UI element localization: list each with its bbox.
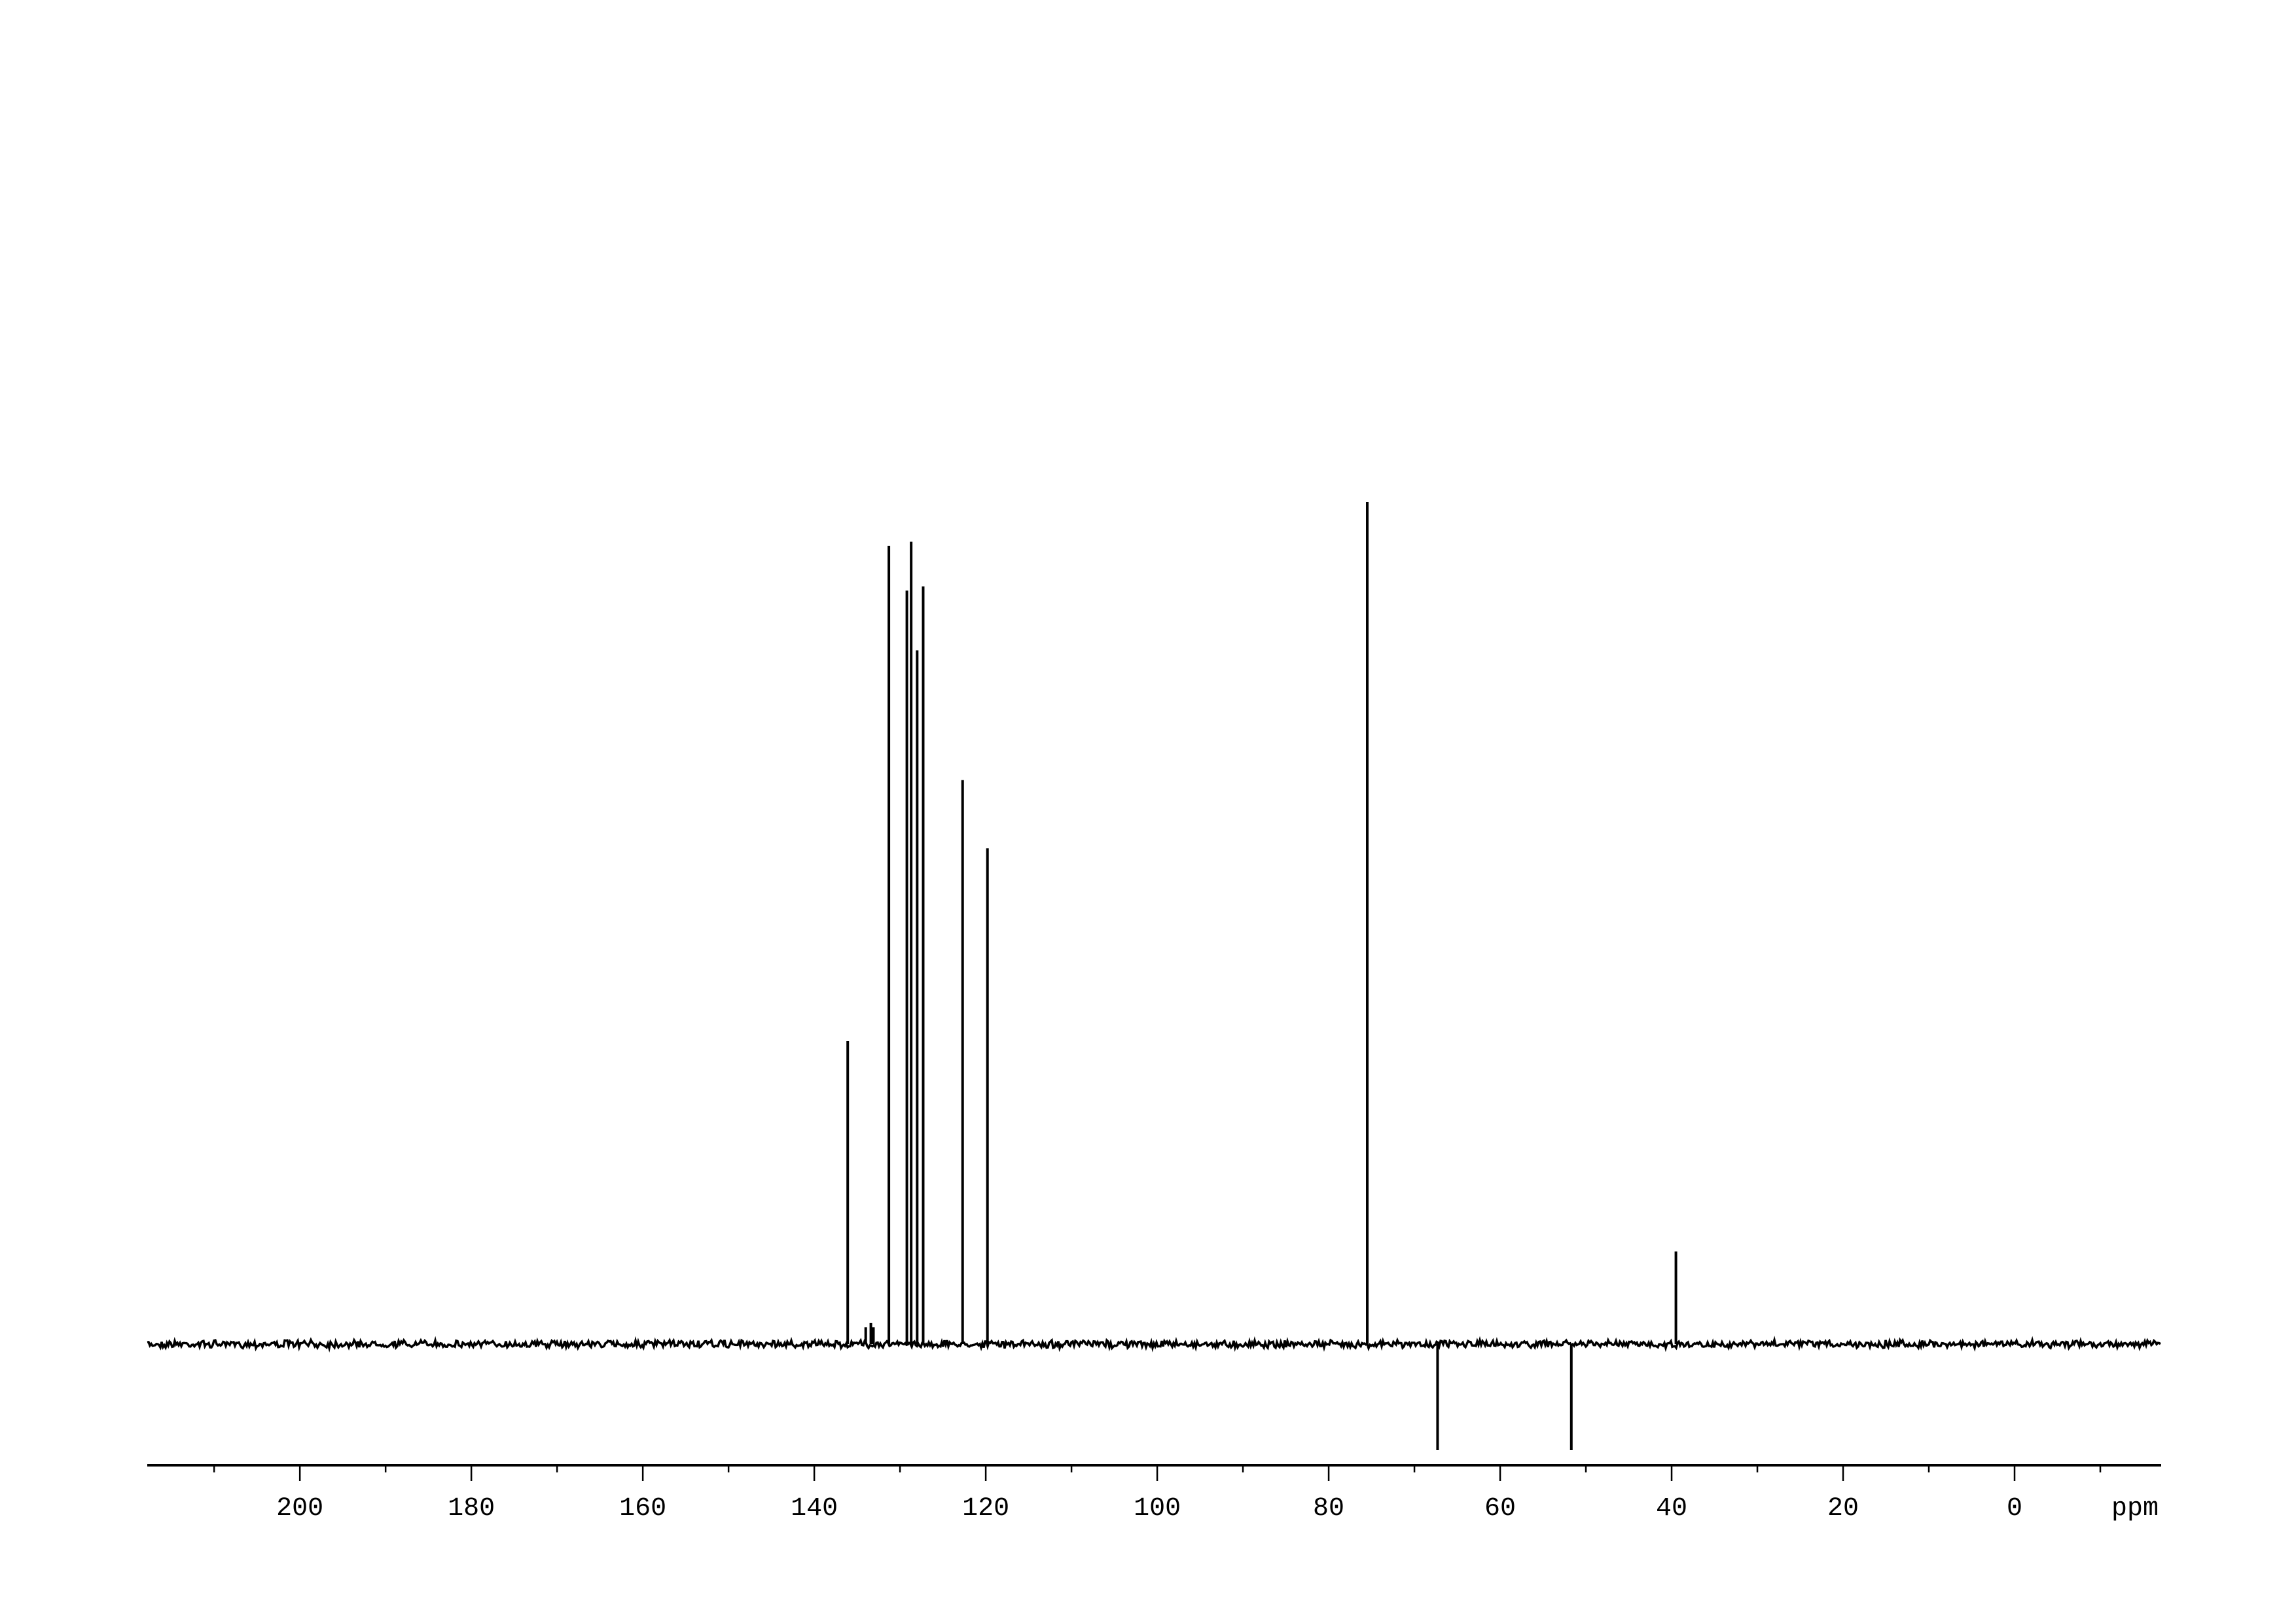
x-tick-label: 60 — [1484, 1494, 1516, 1523]
x-tick-label: 20 — [1827, 1494, 1859, 1523]
x-tick-label: 160 — [619, 1494, 666, 1523]
x-axis-label: ppm — [2111, 1494, 2159, 1523]
x-tick-label: 100 — [1134, 1494, 1181, 1523]
x-tick-label: 40 — [1656, 1494, 1687, 1523]
x-tick-label: 80 — [1313, 1494, 1344, 1523]
x-tick-label: 180 — [448, 1494, 495, 1523]
x-tick-label: 200 — [276, 1494, 323, 1523]
spectrum-trace — [147, 502, 2161, 1451]
x-tick-label: 120 — [962, 1494, 1009, 1523]
x-tick-label: 0 — [2007, 1494, 2022, 1523]
spectrum-baseline — [147, 1336, 2161, 1353]
x-axis: 200 180 160 140 120 100 80 60 40 20 0 — [147, 1464, 2161, 1523]
x-tick-label: 140 — [791, 1494, 838, 1523]
